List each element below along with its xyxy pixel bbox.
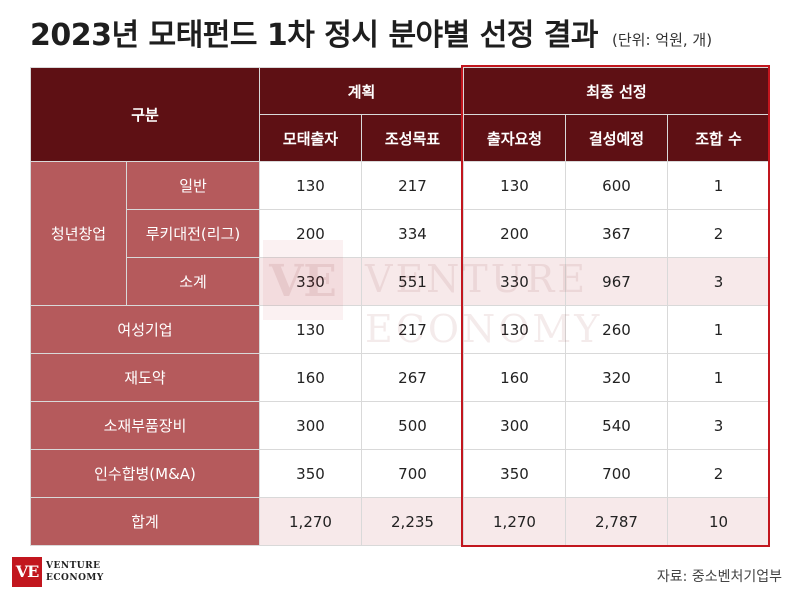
cell-target: 267 — [361, 353, 464, 402]
cell-mother-fund: 130 — [259, 161, 362, 210]
venture-economy-logo: VE VENTURE ECONOMY — [12, 557, 122, 597]
cell-mother-fund: 350 — [259, 449, 362, 498]
cell-fund-count: 10 — [667, 497, 770, 546]
cell-fund-count: 2 — [667, 209, 770, 258]
cell-request: 160 — [463, 353, 566, 402]
table-row: 재도약 160 267 160 320 1 — [30, 353, 770, 402]
cell-planned: 967 — [565, 257, 668, 306]
row-label: 재도약 — [30, 353, 260, 402]
results-table: 구분 계획 최종 선정 모태출자 조성목표 출자요청 결성예정 조합 수 청년창… — [30, 67, 770, 546]
row-group-label: 청년창업 — [30, 161, 127, 306]
cell-target: 500 — [361, 401, 464, 450]
cell-mother-fund: 1,270 — [259, 497, 362, 546]
cell-target: 551 — [361, 257, 464, 306]
col-header-request: 출자요청 — [463, 114, 566, 162]
cell-planned: 320 — [565, 353, 668, 402]
table-row: 소재부품장비 300 500 300 540 3 — [30, 401, 770, 450]
source-note: 자료: 중소벤처기업부 — [656, 569, 782, 585]
logo-name: VENTURE ECONOMY — [46, 560, 104, 584]
row-label: 인수합병(M&A) — [30, 449, 260, 498]
logo-line1: VENTURE — [46, 561, 101, 571]
col-header-mother-fund: 모태출자 — [259, 114, 362, 162]
cell-fund-count: 1 — [667, 305, 770, 354]
row-label: 합계 — [30, 497, 260, 546]
table-row: 소계 330 551 330 967 3 — [31, 257, 770, 306]
cell-planned: 600 — [565, 161, 668, 210]
cell-planned: 367 — [565, 209, 668, 258]
cell-request: 350 — [463, 449, 566, 498]
col-header-planned: 결성예정 — [565, 114, 668, 162]
cell-mother-fund: 130 — [259, 305, 362, 354]
cell-mother-fund: 300 — [259, 401, 362, 450]
cell-planned: 540 — [565, 401, 668, 450]
cell-request: 330 — [463, 257, 566, 306]
cell-target: 2,235 — [361, 497, 464, 546]
row-label: 소재부품장비 — [30, 401, 260, 450]
header-final: 최종 선정 — [463, 67, 770, 115]
cell-planned: 2,787 — [565, 497, 668, 546]
cell-target: 700 — [361, 449, 464, 498]
cell-target: 217 — [361, 161, 464, 210]
cell-request: 130 — [463, 305, 566, 354]
unit-label: (단위: 억원, 개) — [612, 31, 713, 49]
table-row: 루키대전(리그) 200 334 200 367 2 — [31, 209, 770, 258]
row-label: 소계 — [126, 257, 260, 306]
cell-fund-count: 1 — [667, 353, 770, 402]
row-label: 루키대전(리그) — [126, 209, 260, 258]
cell-planned: 700 — [565, 449, 668, 498]
cell-mother-fund: 200 — [259, 209, 362, 258]
cell-fund-count: 1 — [667, 161, 770, 210]
cell-fund-count: 3 — [667, 401, 770, 450]
cell-request: 200 — [463, 209, 566, 258]
chart-title: 2023년 모태펀드 1차 정시 분야별 선정 결과 (단위: 억원, 개) — [30, 14, 712, 58]
row-label: 일반 — [126, 161, 260, 210]
cell-planned: 260 — [565, 305, 668, 354]
cell-mother-fund: 160 — [259, 353, 362, 402]
cell-fund-count: 3 — [667, 257, 770, 306]
col-header-target: 조성목표 — [361, 114, 464, 162]
title-text: 2023년 모태펀드 1차 정시 분야별 선정 결과 — [30, 18, 599, 53]
header-plan: 계획 — [259, 67, 464, 115]
cell-fund-count: 2 — [667, 449, 770, 498]
table-row: 인수합병(M&A) 350 700 350 700 2 — [30, 449, 770, 498]
cell-target: 217 — [361, 305, 464, 354]
col-header-fund-count: 조합 수 — [667, 114, 770, 162]
cell-request: 130 — [463, 161, 566, 210]
table-row: 합계 1,270 2,235 1,270 2,787 10 — [30, 497, 770, 546]
cell-request: 1,270 — [463, 497, 566, 546]
logo-mark: VE — [12, 557, 42, 587]
cell-mother-fund: 330 — [259, 257, 362, 306]
cell-target: 334 — [361, 209, 464, 258]
table-row: 여성기업 130 217 130 260 1 — [30, 305, 770, 354]
cell-request: 300 — [463, 401, 566, 450]
table-row: 청년창업 일반 130 217 130 600 1 — [30, 161, 770, 306]
header-category: 구분 — [30, 67, 260, 162]
row-label: 여성기업 — [30, 305, 260, 354]
logo-line2: ECONOMY — [46, 573, 104, 583]
